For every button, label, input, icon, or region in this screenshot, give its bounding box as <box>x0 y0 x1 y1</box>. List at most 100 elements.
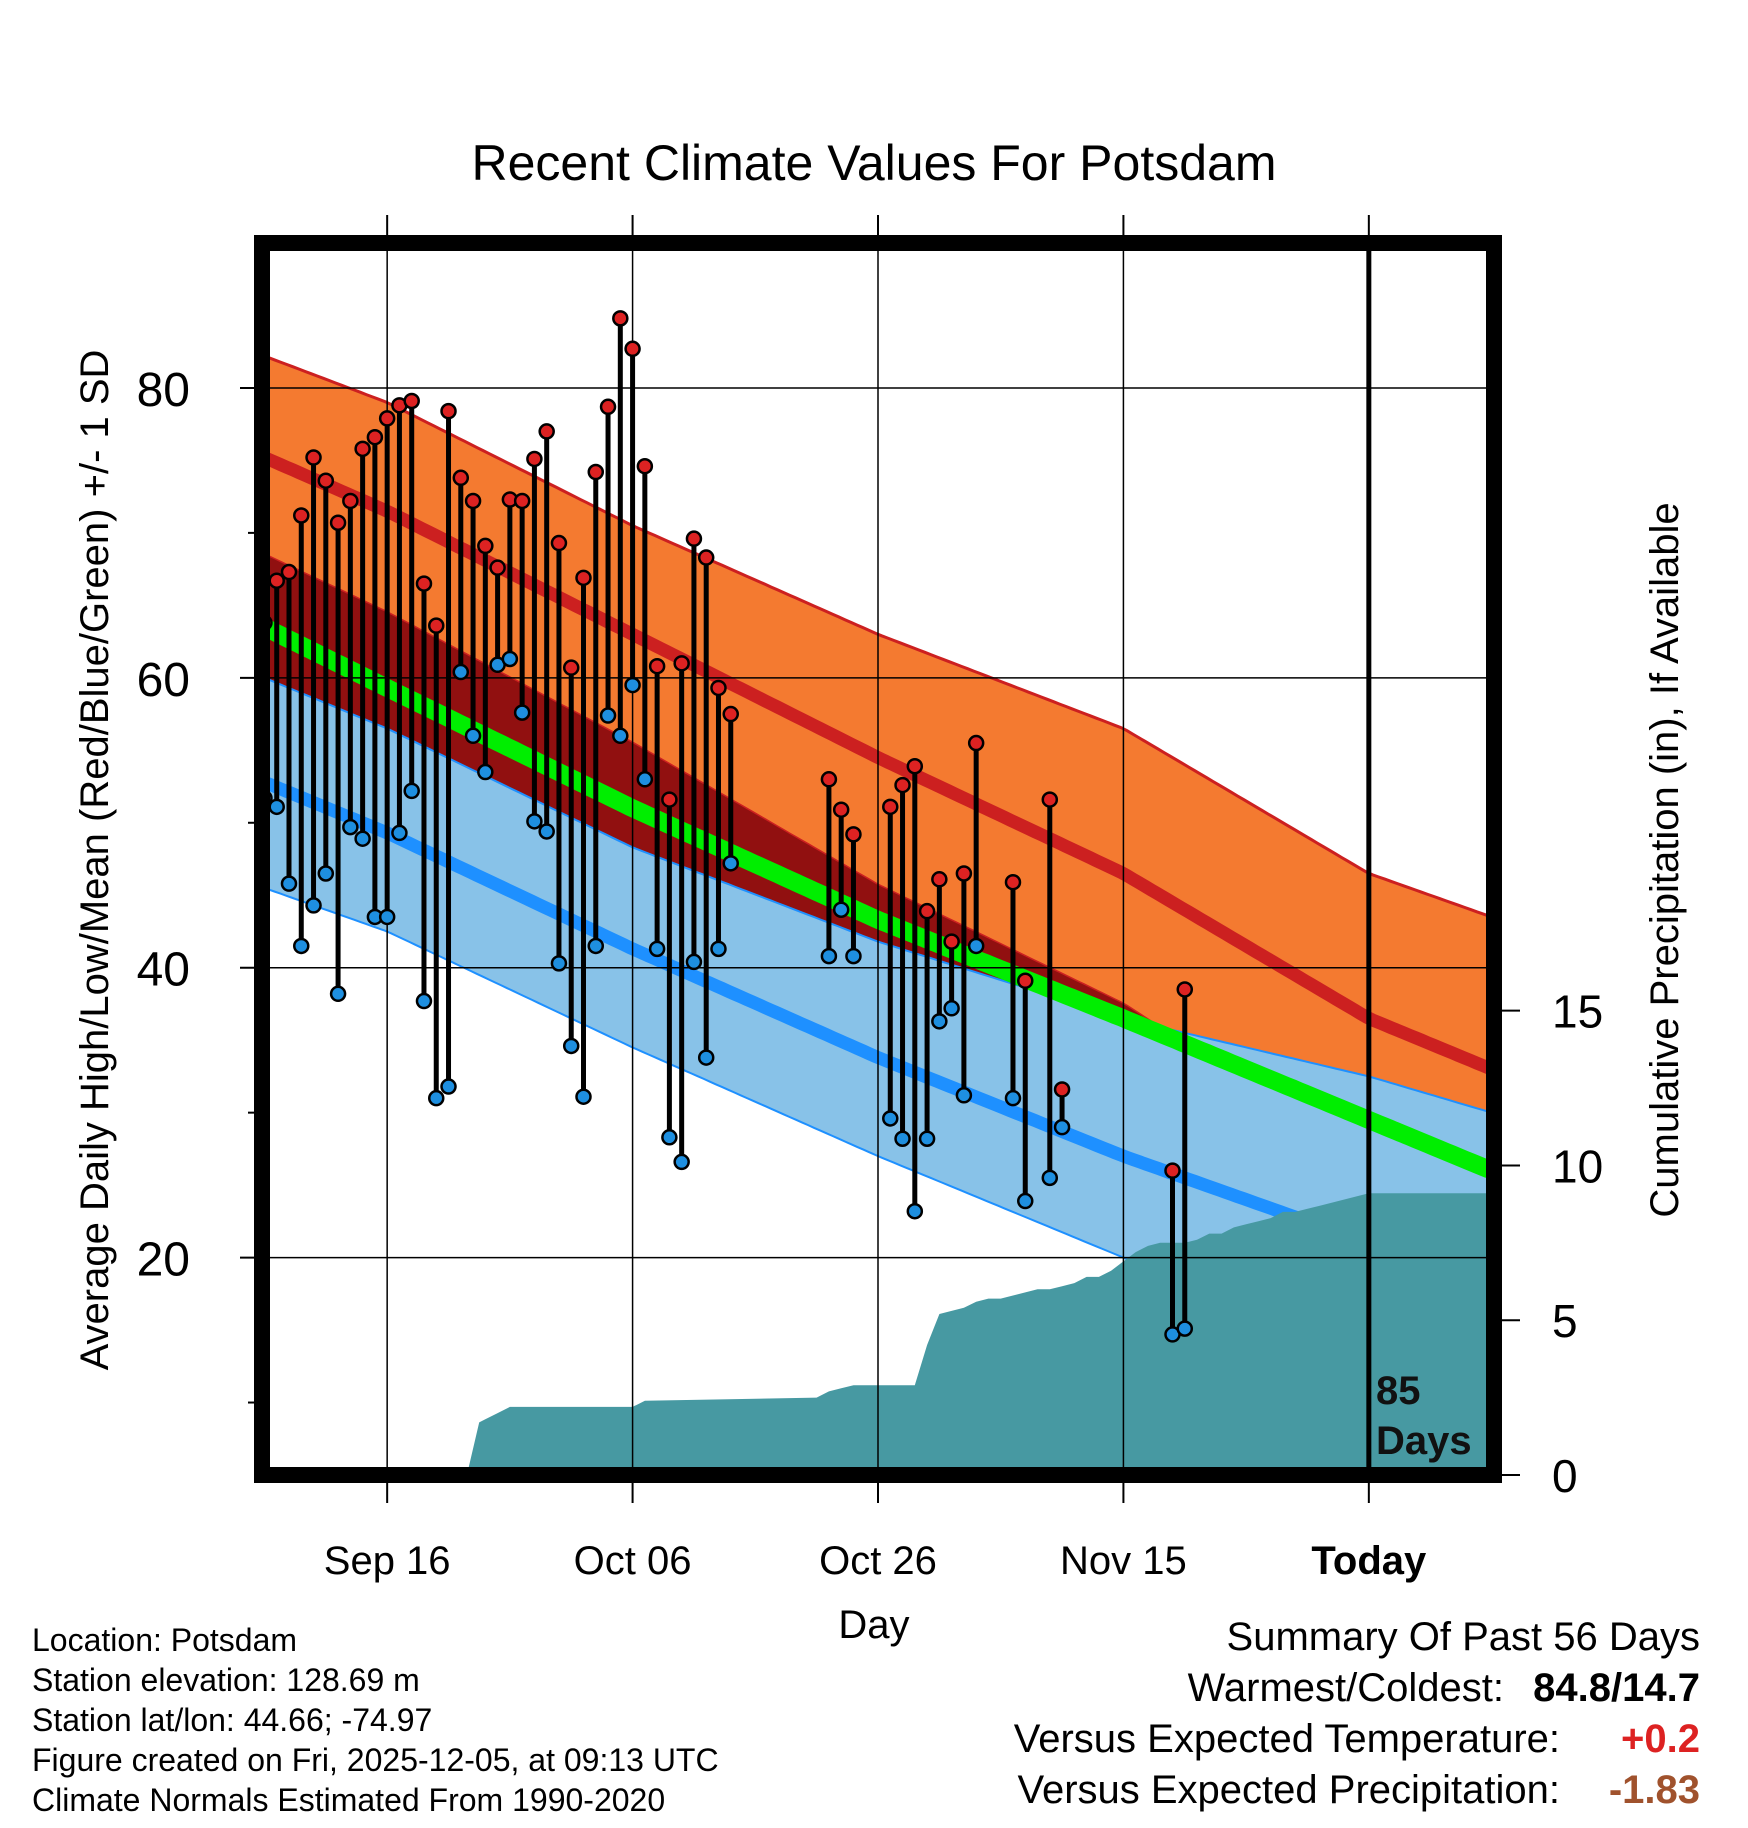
daily-high-point <box>452 469 470 487</box>
today-annotation: 85 Days <box>1376 1369 1472 1463</box>
y-tick-label: 80 <box>137 364 190 417</box>
y2-tick-label: 10 <box>1552 1140 1603 1192</box>
daily-high-point <box>1017 972 1034 990</box>
y2-tick-label: 0 <box>1552 1450 1578 1502</box>
today-annotation-unit: Days <box>1376 1419 1472 1463</box>
daily-low-point <box>955 1087 973 1104</box>
daily-low-point <box>710 940 727 958</box>
daily-high-point <box>305 449 322 466</box>
daily-low-point <box>697 1049 715 1066</box>
x-tick-label: Sep 16 <box>324 1539 451 1583</box>
daily-high-point <box>1053 1081 1071 1098</box>
daily-high-point <box>722 705 739 723</box>
daily-high-point <box>882 798 899 816</box>
daily-high-point <box>1004 873 1022 891</box>
daily-high-point <box>268 572 285 589</box>
daily-low-point <box>673 1153 690 1171</box>
daily-high-point <box>587 463 605 481</box>
daily-low-point <box>354 830 371 847</box>
daily-low-point <box>501 650 519 668</box>
daily-high-point <box>685 530 703 547</box>
daily-low-point <box>440 1078 457 1095</box>
daily-high-point <box>526 450 543 468</box>
daily-low-point <box>280 875 298 892</box>
daily-high-point <box>378 410 396 427</box>
daily-low-point <box>1017 1192 1034 1210</box>
daily-high-point <box>489 559 506 576</box>
y2-tick-label: 5 <box>1552 1295 1578 1347</box>
daily-low-point <box>599 707 617 724</box>
info-created: Figure created on Fri, 2025-12-05, at 09… <box>32 1742 719 1778</box>
daily-low-point <box>575 1088 592 1105</box>
info-normals: Climate Normals Estimated From 1990-2020 <box>32 1782 666 1818</box>
x-tick-label: Oct 26 <box>819 1539 937 1583</box>
summary-title: Summary Of Past 56 Days <box>1226 1615 1700 1659</box>
axes: 20 40 60 80 Sep 16 Oct 06 Oct 26 Nov 15 Today 0 5 1… <box>137 215 1603 1583</box>
daily-high-point <box>661 791 678 808</box>
daily-high-point <box>673 655 690 672</box>
daily-high-point <box>575 569 592 587</box>
daily-low-point <box>538 823 555 840</box>
daily-low-point <box>832 901 850 918</box>
daily-high-point <box>955 865 973 882</box>
daily-high-point <box>931 871 948 888</box>
daily-low-point <box>342 818 359 836</box>
daily-high-point <box>464 492 482 510</box>
daily-low-point <box>403 782 420 800</box>
daily-low-point <box>452 663 470 681</box>
daily-low-point <box>1176 1320 1194 1337</box>
daily-high-point <box>943 933 960 950</box>
daily-low-point <box>477 763 494 781</box>
daily-low-point <box>305 897 322 914</box>
info-elevation: Station elevation: 128.69 m <box>32 1662 420 1698</box>
daily-high-point <box>918 902 936 920</box>
daily-high-point <box>550 534 568 552</box>
daily-high-point <box>845 826 862 843</box>
x-axis-label: Day <box>838 1603 909 1647</box>
daily-low-point <box>648 940 666 958</box>
daily-low-point <box>550 955 568 972</box>
daily-low-point <box>882 1110 899 1127</box>
daily-high-point <box>366 428 384 446</box>
y2-tick-label: 15 <box>1552 986 1603 1038</box>
daily-high-point <box>967 734 985 752</box>
daily-high-point <box>317 472 335 489</box>
daily-high-point <box>697 549 715 566</box>
daily-high-point <box>293 507 310 524</box>
daily-high-point <box>820 771 838 788</box>
daily-low-point <box>722 855 739 872</box>
daily-low-point <box>918 1130 936 1147</box>
daily-high-point <box>832 801 850 818</box>
daily-high-point <box>906 757 924 775</box>
daily-low-point <box>1004 1089 1022 1107</box>
summary-temp-label: Versus Expected Temperature: <box>1013 1717 1560 1761</box>
daily-low-point <box>845 947 862 965</box>
daily-high-point <box>612 310 629 327</box>
daily-high-point <box>1164 1162 1181 1179</box>
daily-high-point <box>427 617 445 634</box>
summary-temp-value: +0.2 <box>1621 1717 1700 1761</box>
daily-low-point <box>1053 1118 1071 1136</box>
daily-low-point <box>587 937 605 955</box>
daily-low-point <box>378 908 396 926</box>
daily-low-point <box>317 865 335 882</box>
daily-low-point <box>943 1000 960 1017</box>
daily-high-point <box>1041 791 1059 808</box>
daily-low-point <box>894 1130 911 1147</box>
daily-high-point <box>562 659 580 676</box>
summary-warmest-row: Warmest/Coldest: 84.8/14.7 <box>1014 1663 1700 1714</box>
daily-low-point <box>612 727 629 745</box>
daily-low-point <box>526 813 543 830</box>
daily-low-point <box>513 704 531 721</box>
daily-low-point <box>685 953 703 971</box>
daily-low-point <box>636 771 654 788</box>
daily-low-point <box>268 798 285 816</box>
daily-low-point <box>820 947 838 965</box>
summary-precip-label: Versus Expected Precipitation: <box>1017 1768 1560 1812</box>
summary-warmest-value: 84.8/14.7 <box>1533 1666 1700 1710</box>
daily-low-point <box>329 985 347 1003</box>
daily-low-point <box>1041 1169 1059 1187</box>
daily-low-point <box>415 992 433 1010</box>
daily-low-point <box>293 937 310 955</box>
daily-low-point <box>906 1202 924 1220</box>
